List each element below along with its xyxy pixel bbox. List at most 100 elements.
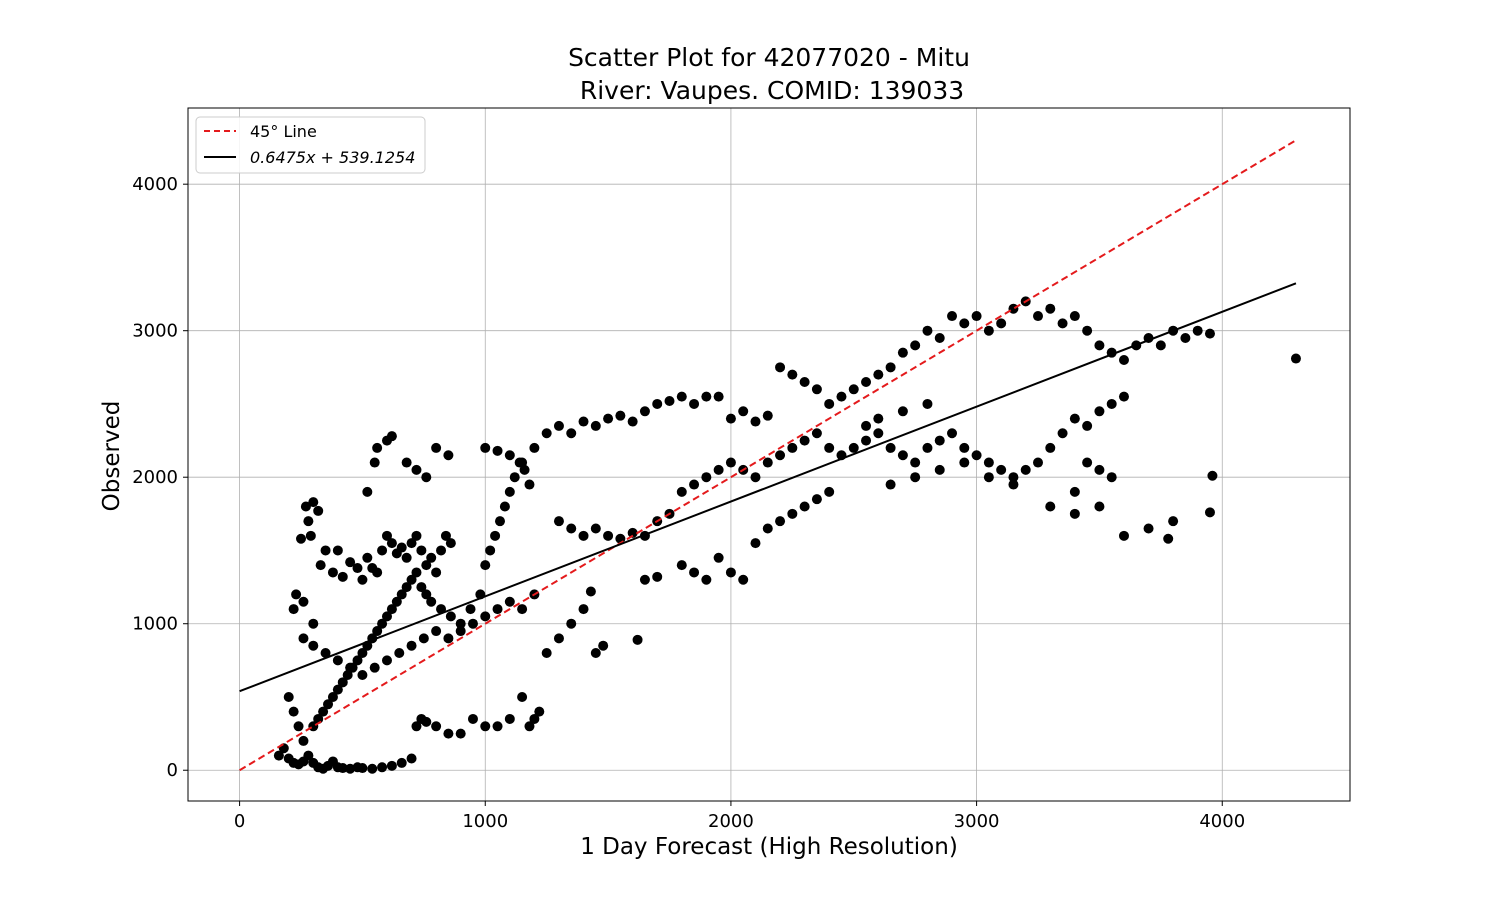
data-point — [492, 445, 503, 456]
y-axis-label: Observed — [99, 401, 125, 512]
data-point — [910, 340, 921, 351]
data-point — [1118, 391, 1129, 402]
data-point — [337, 571, 348, 582]
data-point — [372, 626, 383, 637]
data-point — [401, 457, 412, 468]
data-point — [738, 406, 749, 417]
x-tick-label: 1000 — [462, 811, 508, 832]
data-point — [490, 530, 501, 541]
data-point — [590, 420, 601, 431]
data-point — [357, 574, 368, 585]
data-point — [293, 721, 304, 732]
data-point — [426, 552, 437, 563]
data-point — [320, 648, 331, 659]
data-point — [566, 618, 577, 629]
chart-title-line-1: Scatter Plot for 42077020 - Mitu — [568, 43, 970, 72]
data-point — [578, 604, 589, 615]
data-point — [1069, 486, 1080, 497]
data-point — [1094, 340, 1105, 351]
data-point — [504, 486, 515, 497]
data-point — [762, 523, 773, 534]
data-point — [1155, 340, 1166, 351]
data-point — [971, 450, 982, 461]
data-point — [465, 604, 476, 615]
data-point — [480, 721, 491, 732]
data-point — [386, 431, 397, 442]
data-point — [910, 472, 921, 483]
data-point — [327, 691, 338, 702]
data-point — [315, 560, 326, 571]
data-point — [1192, 325, 1203, 336]
data-point — [411, 530, 422, 541]
y-tick-label: 3000 — [132, 321, 178, 342]
data-point — [1168, 516, 1179, 527]
data-point — [291, 589, 302, 600]
data-point — [934, 333, 945, 344]
data-point — [1106, 398, 1117, 409]
data-point — [283, 691, 294, 702]
data-point — [750, 416, 761, 427]
data-point — [873, 428, 884, 439]
data-point — [308, 640, 319, 651]
data-point — [416, 545, 427, 556]
data-point — [416, 582, 427, 593]
data-point — [421, 472, 432, 483]
data-point — [357, 670, 368, 680]
data-point — [381, 655, 392, 666]
data-point — [391, 596, 402, 607]
x-tick-label: 3000 — [954, 811, 1000, 832]
data-point — [848, 442, 859, 453]
legend-label-fit-line: 0.6475x + 539.1254 — [250, 148, 415, 167]
data-point — [369, 457, 380, 468]
data-point — [369, 662, 380, 673]
tick-layer: 0 1000 2000 3000 4000 0 1000 2000 3000 4000 — [132, 174, 1245, 832]
data-point — [273, 750, 284, 761]
data-point — [406, 538, 417, 549]
data-point — [861, 420, 872, 431]
data-point — [308, 497, 319, 508]
data-point — [313, 505, 324, 516]
data-point — [288, 604, 299, 615]
data-point — [947, 428, 958, 439]
x-tick-label: 4000 — [1199, 811, 1245, 832]
data-point — [713, 552, 724, 563]
data-point — [934, 464, 945, 475]
data-point — [676, 391, 687, 402]
data-point — [1290, 353, 1301, 364]
data-point — [701, 472, 712, 483]
data-point — [1057, 318, 1068, 329]
plot-area-frame — [187, 107, 1351, 802]
data-point — [431, 567, 442, 578]
data-point — [337, 763, 348, 774]
data-point — [750, 472, 761, 483]
data-point — [861, 376, 872, 387]
data-point — [861, 435, 872, 446]
data-point — [467, 713, 478, 724]
data-point — [603, 530, 614, 541]
data-point — [357, 763, 368, 774]
data-point — [787, 508, 798, 519]
data-point — [421, 716, 432, 727]
data-point — [367, 763, 378, 774]
data-point — [541, 428, 552, 439]
identity-45-line — [239, 139, 1297, 772]
data-point — [639, 574, 650, 585]
data-point — [652, 398, 663, 409]
data-point — [676, 486, 687, 497]
data-point — [431, 721, 442, 732]
data-point — [492, 721, 503, 732]
data-point — [750, 538, 761, 549]
data-point — [455, 626, 466, 637]
data-point — [553, 633, 564, 644]
data-point — [323, 699, 334, 710]
data-point — [787, 369, 798, 380]
data-point — [298, 735, 309, 746]
data-point — [615, 410, 626, 421]
data-point — [922, 325, 933, 336]
data-point — [288, 706, 299, 717]
data-point — [362, 552, 373, 563]
data-point — [443, 728, 454, 739]
data-point — [1069, 311, 1080, 322]
data-point — [300, 501, 311, 512]
